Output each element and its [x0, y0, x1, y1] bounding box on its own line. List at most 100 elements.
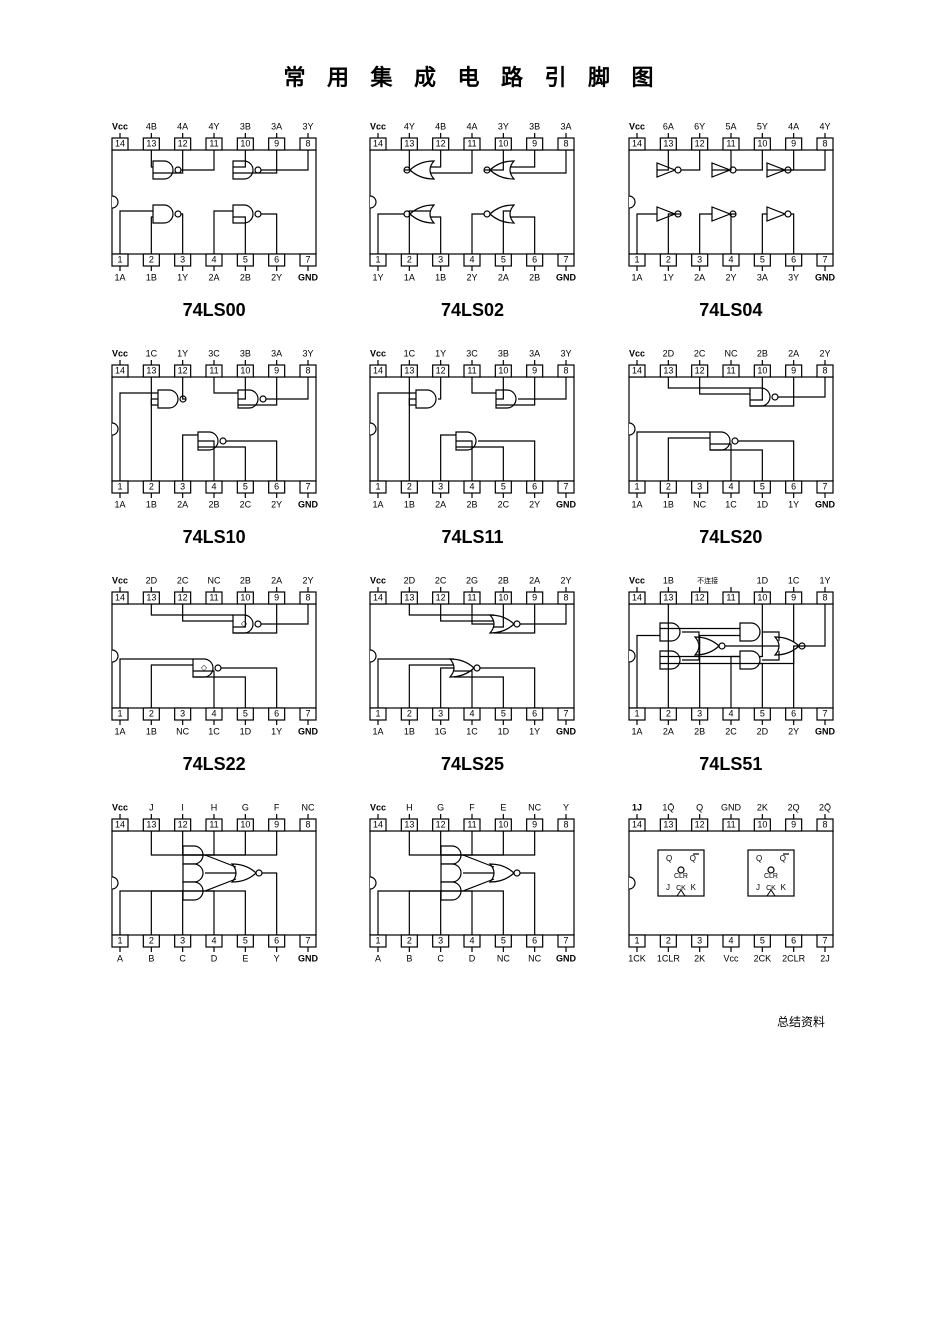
svg-text:1: 1: [118, 481, 123, 491]
svg-text:9: 9: [533, 365, 538, 375]
svg-text:1B: 1B: [663, 499, 674, 509]
svg-text:14: 14: [115, 819, 125, 829]
svg-text:11: 11: [468, 819, 477, 829]
svg-text:2CLR: 2CLR: [782, 953, 806, 963]
svg-text:2Y: 2Y: [271, 499, 282, 509]
svg-text:13: 13: [663, 365, 673, 375]
svg-text:14: 14: [632, 365, 642, 375]
svg-text:13: 13: [146, 365, 156, 375]
svg-text:4Y: 4Y: [819, 122, 830, 131]
svg-text:1J: 1J: [632, 803, 642, 812]
svg-text:NC: NC: [529, 953, 542, 963]
svg-text:4: 4: [470, 254, 475, 264]
svg-text:NC: NC: [529, 803, 542, 812]
svg-text:2A: 2A: [209, 272, 220, 282]
chip-74LS00: 14Vcc134B124A114Y103B93A83Y11A21B31Y42A5…: [94, 122, 334, 282]
svg-text:8: 8: [306, 592, 311, 602]
svg-text:4A: 4A: [467, 122, 478, 131]
svg-text:4A: 4A: [177, 122, 188, 131]
svg-text:2A: 2A: [788, 349, 799, 358]
svg-text:Vcc: Vcc: [370, 122, 386, 131]
svg-text:10: 10: [240, 138, 250, 148]
svg-text:11: 11: [726, 365, 735, 375]
svg-text:9: 9: [791, 138, 796, 148]
footer-text: 总结资料: [60, 1013, 885, 1030]
svg-text:4: 4: [728, 254, 733, 264]
svg-text:2B: 2B: [240, 576, 251, 585]
svg-text:GND: GND: [556, 272, 577, 282]
svg-text:7: 7: [306, 708, 311, 718]
svg-text:1B: 1B: [436, 272, 447, 282]
svg-text:5: 5: [501, 708, 506, 718]
svg-text:2: 2: [666, 935, 671, 945]
svg-text:13: 13: [146, 819, 156, 829]
svg-text:3A: 3A: [757, 272, 768, 282]
svg-text:5: 5: [243, 254, 248, 264]
svg-text:10: 10: [757, 138, 767, 148]
svg-text:2: 2: [407, 481, 412, 491]
svg-text:2: 2: [149, 935, 154, 945]
svg-text:5: 5: [501, 254, 506, 264]
svg-text:8: 8: [306, 819, 311, 829]
svg-text:4: 4: [470, 935, 475, 945]
svg-text:2A: 2A: [663, 726, 674, 736]
svg-text:14: 14: [373, 819, 383, 829]
svg-text:11: 11: [468, 592, 477, 602]
svg-text:1B: 1B: [146, 272, 157, 282]
svg-text:GND: GND: [556, 953, 577, 963]
svg-text:12: 12: [694, 819, 704, 829]
chip-label: 74LS25: [348, 754, 596, 775]
svg-text:3C: 3C: [467, 349, 479, 358]
svg-text:13: 13: [405, 819, 415, 829]
chip-label: 74LS04: [607, 300, 855, 321]
chip-74LS20: 14Vcc132D122C11NC102B92A82Y11A21B3NC41C5…: [611, 349, 851, 509]
svg-text:10: 10: [757, 592, 767, 602]
svg-text:2C: 2C: [725, 726, 737, 736]
svg-text:14: 14: [373, 592, 383, 602]
svg-text:3B: 3B: [240, 349, 251, 358]
svg-text:11: 11: [468, 138, 477, 148]
svg-text:6: 6: [533, 935, 538, 945]
svg-text:NC: NC: [724, 349, 737, 358]
svg-text:3: 3: [439, 935, 444, 945]
svg-text:1A: 1A: [373, 499, 384, 509]
svg-text:12: 12: [178, 592, 188, 602]
svg-text:1A: 1A: [631, 726, 642, 736]
svg-text:◇: ◇: [241, 619, 248, 628]
svg-text:Vcc: Vcc: [370, 349, 386, 358]
svg-text:11: 11: [726, 819, 735, 829]
svg-text:7: 7: [306, 481, 311, 491]
svg-text:2D: 2D: [756, 726, 768, 736]
svg-text:1A: 1A: [115, 499, 126, 509]
svg-text:2: 2: [407, 935, 412, 945]
svg-text:7: 7: [822, 481, 827, 491]
svg-text:9: 9: [274, 138, 279, 148]
svg-text:13: 13: [405, 365, 415, 375]
svg-text:2G: 2G: [466, 576, 478, 585]
chip-74LS04: 14Vcc136A126Y115A105Y94A84Y11A21Y32A42Y5…: [611, 122, 851, 282]
svg-text:9: 9: [274, 365, 279, 375]
chip-row: 14Vcc134B124A114Y103B93A83Y11A21B31Y42A5…: [60, 122, 885, 282]
svg-text:Y: Y: [563, 803, 569, 812]
svg-text:1CLR: 1CLR: [657, 953, 681, 963]
svg-text:3A: 3A: [561, 122, 572, 131]
svg-text:6A: 6A: [663, 122, 674, 131]
svg-text:10: 10: [240, 365, 250, 375]
svg-text:1A: 1A: [404, 272, 415, 282]
svg-text:13: 13: [146, 138, 156, 148]
svg-text:4: 4: [728, 481, 733, 491]
svg-text:9: 9: [791, 819, 796, 829]
svg-text:1Y: 1Y: [663, 272, 674, 282]
svg-text:12: 12: [436, 592, 446, 602]
svg-text:1B: 1B: [404, 726, 415, 736]
chip-cell-74LS_row4_b: 14Vcc13H12G11F10E9NC8Y1A2B3C4D5NC6NC7GND: [348, 803, 596, 963]
svg-text:NC: NC: [208, 576, 221, 585]
svg-text:2: 2: [666, 254, 671, 264]
svg-text:Vcc: Vcc: [112, 122, 128, 131]
svg-text:1D: 1D: [756, 576, 768, 585]
svg-text:11: 11: [209, 592, 218, 602]
svg-text:Q: Q: [696, 803, 703, 812]
svg-text:GND: GND: [815, 726, 836, 736]
svg-text:1D: 1D: [756, 499, 768, 509]
svg-text:8: 8: [822, 819, 827, 829]
